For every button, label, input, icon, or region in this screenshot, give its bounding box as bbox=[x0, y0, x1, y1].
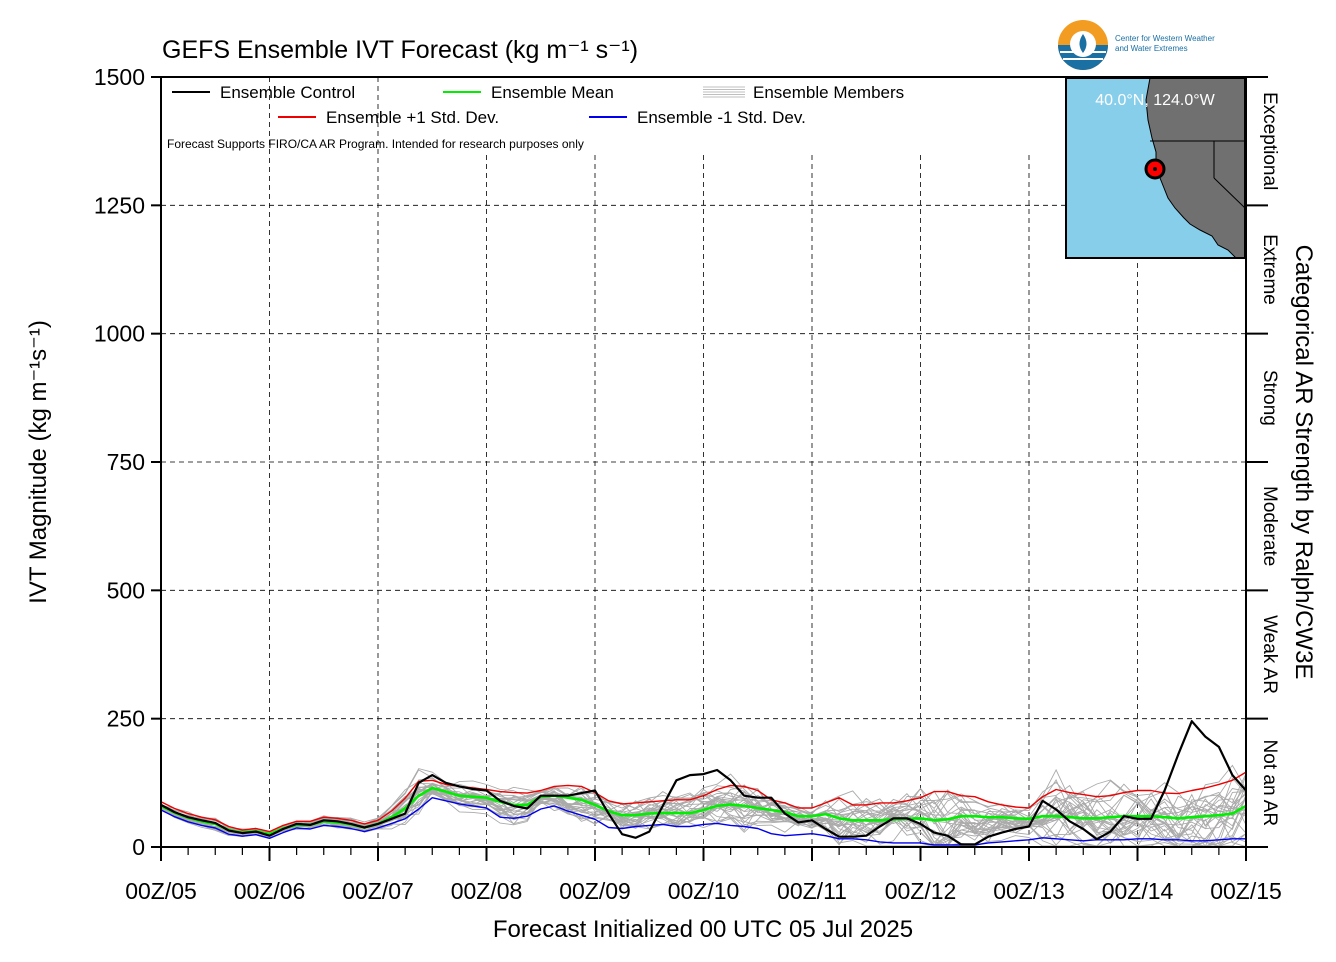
inset-land bbox=[1145, 77, 1246, 259]
category-label: Moderate bbox=[1259, 486, 1280, 566]
research-note: Forecast Supports FIRO/CA AR Program. In… bbox=[167, 137, 584, 151]
y-tick-label: 1000 bbox=[94, 321, 145, 347]
axes: 0 250 500 750 1000 1250 1500 00Z/05 00Z/06 00Z/07… bbox=[94, 64, 1282, 904]
x-tick-label: 00Z/11 bbox=[777, 878, 847, 904]
category-label: Exceptional bbox=[1259, 92, 1280, 190]
y-tick-label: 750 bbox=[107, 449, 145, 475]
member-line bbox=[160, 782, 1247, 837]
y-tick-label: 250 bbox=[107, 706, 145, 732]
x-tick-label: 00Z/07 bbox=[342, 878, 414, 904]
y-tick-label: 0 bbox=[132, 834, 145, 860]
inset-map: 40.0°N, 124.0°W bbox=[1065, 77, 1246, 259]
series-ensemble-control bbox=[160, 720, 1247, 846]
logo-text-line-1: Center for Western Weather bbox=[1115, 34, 1215, 43]
x-tick-label: 00Z/06 bbox=[234, 878, 306, 904]
legend-label: Ensemble Members bbox=[753, 83, 904, 102]
x-tick-label: 00Z/13 bbox=[993, 878, 1065, 904]
x-tick-label: 00Z/10 bbox=[668, 878, 740, 904]
series-ensemble-1-std-dev- bbox=[160, 771, 1247, 833]
series-lines bbox=[160, 720, 1247, 846]
x-tick-label: 00Z/05 bbox=[125, 878, 197, 904]
x-tick-label: 00Z/15 bbox=[1210, 878, 1282, 904]
y-tick-label: 1250 bbox=[94, 192, 145, 218]
legend-label: Ensemble -1 Std. Dev. bbox=[637, 108, 806, 127]
logo-drop-icon bbox=[1079, 34, 1087, 53]
legend: Ensemble Control Ensemble Mean Ensemble Me… bbox=[172, 83, 904, 127]
x-tick-label: 00Z/09 bbox=[559, 878, 631, 904]
grid-lines bbox=[161, 77, 1246, 847]
legend-label: Ensemble +1 Std. Dev. bbox=[326, 108, 499, 127]
y-tick-label: 500 bbox=[107, 577, 145, 603]
ar-category-axis: Not an AR Weak AR Moderate Strong Extreme Exc… bbox=[1245, 76, 1280, 848]
right-axis-label: Categorical AR Strength by Ralph/CW3E bbox=[1290, 245, 1317, 680]
legend-label: Ensemble Mean bbox=[491, 83, 614, 102]
legend-label: Ensemble Control bbox=[220, 83, 355, 102]
cw3e-logo: Center for Western Weather and Water Ext… bbox=[1058, 20, 1215, 70]
inset-location-label: 40.0°N, 124.0°W bbox=[1095, 92, 1215, 109]
x-tick-label: 00Z/12 bbox=[885, 878, 957, 904]
x-tick-label: 00Z/08 bbox=[451, 878, 523, 904]
category-label: Strong bbox=[1259, 370, 1280, 426]
x-tick-label: 00Z/14 bbox=[1102, 878, 1174, 904]
series-ensemble-1-std-dev- bbox=[160, 797, 1246, 846]
category-label: Not an AR bbox=[1259, 740, 1280, 827]
y-tick-label: 1500 bbox=[94, 64, 145, 90]
logo-text-line-2: and Water Extremes bbox=[1115, 44, 1188, 53]
category-label: Extreme bbox=[1259, 234, 1280, 305]
member-line bbox=[160, 787, 1247, 847]
y-axis-label: IVT Magnitude (kg m⁻¹s⁻¹) bbox=[25, 320, 52, 604]
chart-title: GEFS Ensemble IVT Forecast (kg m⁻¹ s⁻¹) bbox=[162, 36, 638, 64]
x-axis-label: Forecast Initialized 00 UTC 05 Jul 2025 bbox=[493, 916, 913, 943]
category-label: Weak AR bbox=[1259, 615, 1280, 694]
